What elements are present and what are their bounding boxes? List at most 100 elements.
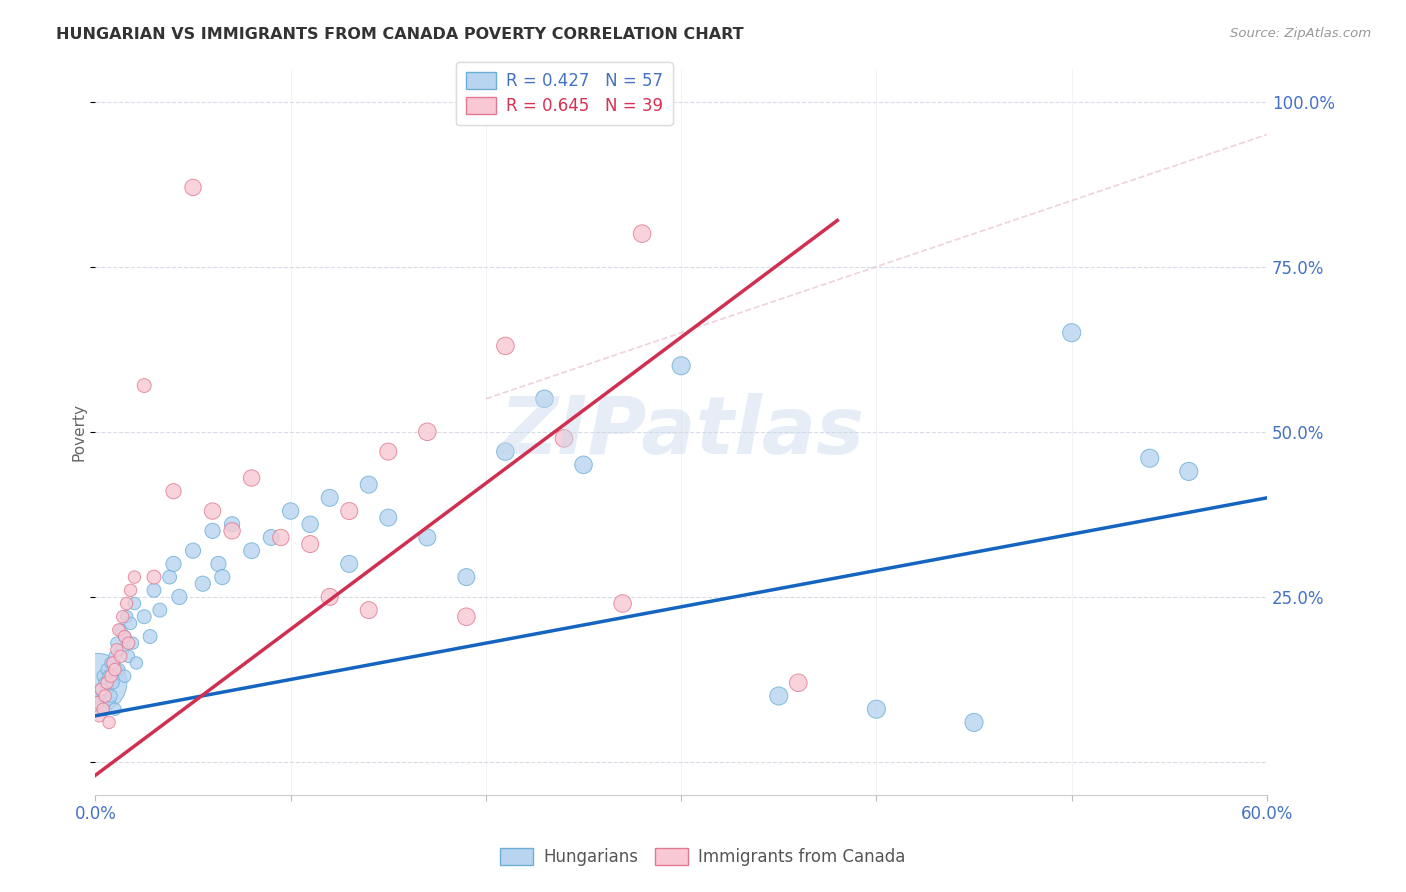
Point: [90, 682, 112, 697]
Point: [110, 649, 132, 664]
Point: [114, 669, 136, 683]
Point: [104, 663, 127, 677]
Point: [114, 630, 136, 644]
Point: [221, 517, 243, 532]
Point: [124, 597, 146, 611]
Point: [553, 431, 575, 445]
Point: [533, 392, 555, 406]
Point: [494, 339, 516, 353]
Point: [207, 557, 229, 571]
Point: [456, 570, 478, 584]
Point: [201, 504, 224, 518]
Point: [94, 689, 117, 703]
Point: [787, 675, 810, 690]
Y-axis label: Poverty: Poverty: [72, 403, 86, 461]
Point: [280, 504, 302, 518]
Point: [98, 696, 121, 710]
Point: [299, 537, 322, 551]
Point: [181, 543, 204, 558]
Point: [494, 444, 516, 458]
Point: [134, 378, 156, 392]
Point: [162, 484, 184, 499]
Point: [86, 675, 108, 690]
Point: [98, 715, 121, 730]
Point: [90, 696, 112, 710]
Point: [117, 649, 139, 664]
Point: [105, 642, 128, 657]
Point: [162, 557, 184, 571]
Text: ZIPatlas: ZIPatlas: [499, 392, 863, 471]
Point: [149, 603, 172, 617]
Point: [125, 656, 148, 670]
Legend: R = 0.427   N = 57, R = 0.645   N = 39: R = 0.427 N = 57, R = 0.645 N = 39: [456, 62, 672, 125]
Legend: Hungarians, Immigrants from Canada: Hungarians, Immigrants from Canada: [494, 841, 912, 873]
Point: [169, 590, 191, 604]
Point: [134, 609, 156, 624]
Point: [100, 669, 122, 683]
Point: [91, 702, 114, 716]
Point: [337, 504, 360, 518]
Point: [377, 510, 399, 524]
Point: [456, 609, 478, 624]
Point: [108, 623, 131, 637]
Point: [159, 570, 181, 584]
Point: [612, 597, 634, 611]
Point: [101, 675, 124, 690]
Point: [963, 715, 986, 730]
Point: [105, 636, 128, 650]
Point: [111, 609, 134, 624]
Point: [89, 708, 111, 723]
Point: [377, 444, 399, 458]
Point: [240, 543, 263, 558]
Point: [98, 669, 121, 683]
Point: [631, 227, 654, 241]
Point: [120, 583, 142, 598]
Point: [572, 458, 595, 472]
Point: [143, 570, 166, 584]
Point: [143, 583, 166, 598]
Point: [117, 636, 139, 650]
Point: [94, 675, 117, 690]
Point: [101, 656, 124, 670]
Point: [318, 491, 340, 505]
Point: [104, 702, 127, 716]
Point: [96, 682, 118, 697]
Text: Source: ZipAtlas.com: Source: ZipAtlas.com: [1230, 27, 1371, 40]
Point: [337, 557, 360, 571]
Point: [357, 603, 380, 617]
Point: [865, 702, 887, 716]
Point: [768, 689, 790, 703]
Point: [669, 359, 692, 373]
Point: [114, 630, 136, 644]
Point: [91, 689, 114, 703]
Point: [104, 649, 127, 664]
Point: [121, 636, 143, 650]
Point: [191, 576, 214, 591]
Point: [115, 609, 138, 624]
Point: [318, 590, 340, 604]
Point: [139, 630, 162, 644]
Point: [1060, 326, 1083, 340]
Point: [111, 642, 134, 657]
Point: [89, 689, 111, 703]
Point: [94, 702, 117, 716]
Point: [211, 570, 233, 584]
Point: [270, 531, 292, 545]
Point: [416, 531, 439, 545]
Point: [96, 663, 118, 677]
Point: [124, 570, 146, 584]
Point: [260, 531, 283, 545]
Point: [201, 524, 224, 538]
Point: [416, 425, 439, 439]
Point: [120, 616, 142, 631]
Point: [221, 524, 243, 538]
Point: [240, 471, 263, 485]
Point: [181, 180, 204, 194]
Point: [108, 663, 131, 677]
Point: [1139, 451, 1161, 466]
Point: [96, 675, 118, 690]
Point: [100, 656, 122, 670]
Text: HUNGARIAN VS IMMIGRANTS FROM CANADA POVERTY CORRELATION CHART: HUNGARIAN VS IMMIGRANTS FROM CANADA POVE…: [56, 27, 744, 42]
Point: [110, 623, 132, 637]
Point: [86, 696, 108, 710]
